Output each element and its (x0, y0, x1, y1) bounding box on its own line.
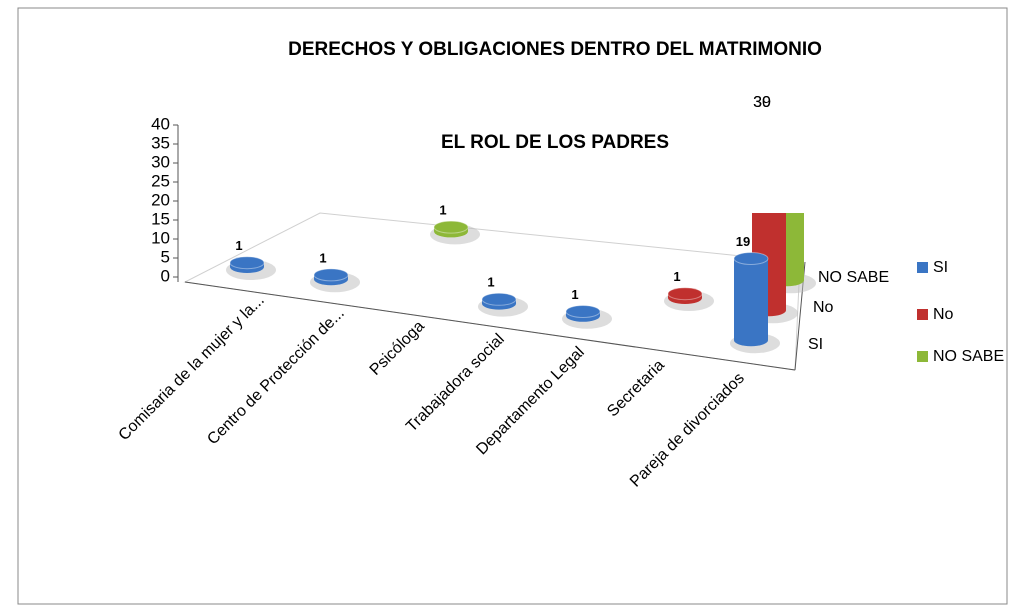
depth-label: No (813, 299, 834, 316)
cylinder-top (229, 256, 265, 270)
legend-swatch (917, 262, 928, 273)
value-label: 1 (571, 287, 578, 302)
legend-label: NO SABE (933, 348, 1004, 365)
x-tick-label: Comisaria de la mujer y la... (116, 292, 268, 444)
value-label: 1 (439, 203, 446, 218)
plot (226, 137, 816, 354)
depth-label: SI (808, 336, 823, 353)
value-label: 1 (487, 275, 494, 290)
y-tick-label: 40 (151, 114, 170, 133)
cylinder-top (565, 305, 601, 318)
cylinder (734, 258, 768, 341)
cylinder-top (733, 252, 769, 265)
legend-label: SI (933, 259, 948, 276)
legend-swatch (917, 309, 928, 320)
chart-frame (17, 7, 1008, 605)
y-tick-label: 15 (151, 209, 170, 228)
y-tick-label: 25 (151, 171, 170, 190)
value-label: 19 (736, 234, 750, 249)
value-label: 1 (673, 269, 680, 284)
cylinder-top (433, 220, 469, 234)
y-tick-label: 30 (151, 152, 170, 171)
cylinder-top (770, 145, 804, 157)
y-tick-label: 10 (151, 228, 170, 247)
y-tick-label: 20 (151, 190, 170, 209)
cylinder-top (752, 137, 786, 149)
cylinder-top (667, 287, 703, 301)
x-axis (184, 281, 796, 371)
y-tick-label: 5 (161, 247, 170, 266)
depth-label: NO SABE (818, 269, 889, 286)
chart-subtitle: EL ROL DE LOS PADRES (441, 132, 669, 153)
y-tick-label: 35 (151, 133, 170, 152)
x-tick-label: Trabajadora social (403, 331, 508, 436)
cylinder-top (313, 268, 349, 282)
cylinder-top (481, 292, 517, 306)
value-label: 1 (235, 238, 242, 253)
x-tick-label: Psicóloga (367, 318, 428, 379)
legend-swatch (917, 351, 928, 362)
y-tick-label: 0 (161, 266, 170, 285)
value-label: 39 (753, 94, 771, 111)
value-label: 1 (319, 250, 326, 265)
chart-title: DERECHOS Y OBLIGACIONES DENTRO DEL MATRI… (288, 39, 822, 60)
legend-label: No (933, 306, 954, 323)
x-tick-label: Secretaria (604, 357, 668, 421)
x-tick-label: Departamento Legal (473, 344, 588, 459)
value-label: 30 (753, 94, 771, 111)
